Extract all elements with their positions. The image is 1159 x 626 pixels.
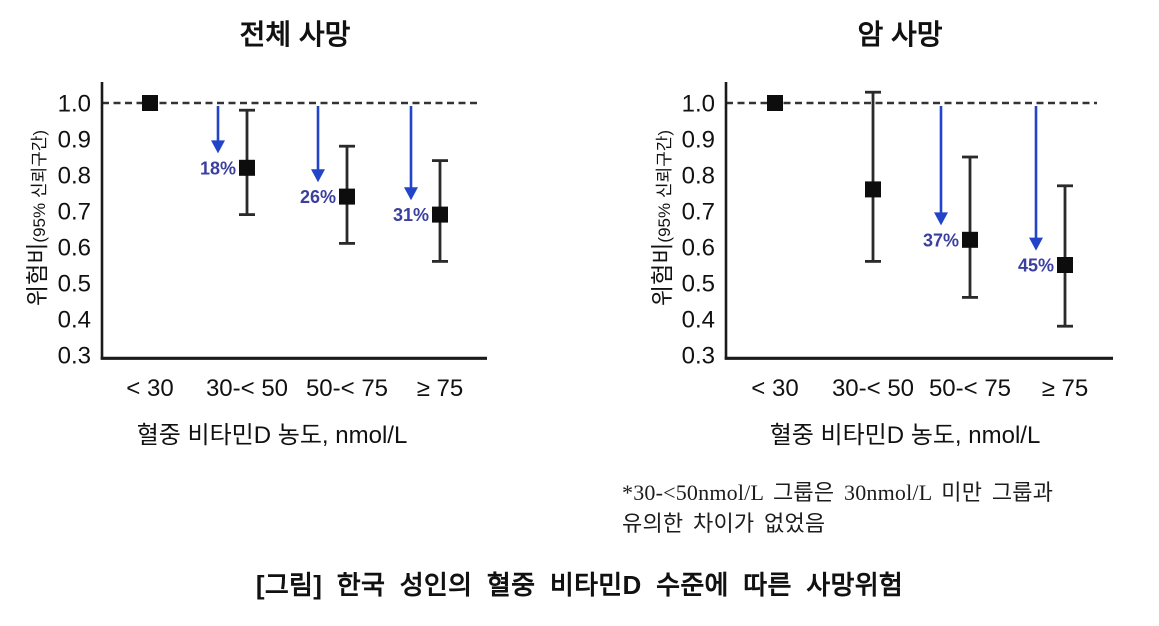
x-tick-label: 30-< 50: [832, 375, 914, 402]
x-tick-label: ≥ 75: [1042, 375, 1089, 402]
down-arrow-icon: [211, 140, 225, 154]
x-axis-label: 혈중 비타민D 농도, nmol/L: [770, 422, 1041, 449]
y-tick-label: 0.8: [682, 163, 715, 190]
y-tick-label: 0.5: [682, 271, 715, 298]
y-tick-label: 0.6: [58, 235, 91, 262]
reduction-percent-label: 26%: [300, 187, 336, 207]
y-tick-label: 0.5: [58, 271, 91, 298]
data-point-marker: [1057, 257, 1073, 273]
y-tick-label: 0.9: [682, 127, 715, 154]
chart-all-cause-mortality: 전체 사망 1.0 0.9 0.8 0.7 0.6 0.5 0.4 0.3 위험비(95% 신뢰구…: [24, 19, 487, 449]
data-point-marker: [142, 95, 158, 111]
charts-area: 전체 사망 1.0 0.9 0.8 0.7 0.6 0.5 0.4 0.3 위험비(95% 신뢰구…: [24, 19, 1113, 449]
chart-title: 암 사망: [857, 19, 942, 50]
data-point-marker: [865, 181, 881, 198]
y-tick-label: 0.6: [682, 235, 715, 262]
footnote-line-1: *30-<50nmol/L 그룹은 30nmol/L 미만 그룹과: [622, 480, 1054, 505]
y-tick-label: 1.0: [58, 91, 91, 118]
y-tick-label: 0.4: [58, 307, 91, 334]
footnote-line-2: 유의한 차이가 없었음: [622, 511, 826, 536]
chart-title: 전체 사망: [240, 19, 351, 50]
down-arrow-icon: [934, 212, 948, 226]
y-tick-label: 0.3: [58, 343, 91, 370]
down-arrow-icon: [311, 169, 325, 183]
reduction-percent-label: 37%: [923, 230, 959, 250]
x-tick-label: 50-< 75: [929, 375, 1011, 402]
y-axis-label: 위험비(95% 신뢰구간): [649, 130, 675, 306]
down-arrow-icon: [1029, 237, 1043, 251]
y-tick-label: 0.4: [682, 307, 715, 334]
reduction-percent-label: 45%: [1018, 256, 1054, 276]
x-tick-label: < 30: [751, 375, 798, 402]
y-tick-label: 1.0: [682, 91, 715, 118]
footnote: *30-<50nmol/L 그룹은 30nmol/L 미만 그룹과 유의한 차이…: [622, 477, 1142, 539]
y-tick-label: 0.7: [58, 199, 91, 226]
x-tick-label: 30-< 50: [206, 375, 288, 402]
data-point-marker: [767, 95, 783, 111]
data-point-marker: [239, 159, 255, 176]
chart-cancer-mortality: 암 사망 1.0 0.9 0.8 0.7 0.6 0.5 0.4 0.3 위험비(95% 신뢰구간…: [649, 19, 1113, 449]
y-tick-label: 0.9: [58, 127, 91, 154]
reduction-percent-label: 18%: [200, 158, 236, 178]
data-point-marker: [432, 206, 448, 223]
x-tick-label: 50-< 75: [306, 375, 388, 402]
y-axis-label: 위험비(95% 신뢰구간): [24, 130, 50, 306]
y-tick-label: 0.7: [682, 199, 715, 226]
figure-caption: [그림] 한국 성인의 혈중 비타민D 수준에 따른 사망위험: [255, 570, 904, 600]
data-point-marker: [339, 188, 355, 205]
data-point-marker: [962, 231, 978, 248]
x-axis-label: 혈중 비타민D 농도, nmol/L: [137, 422, 408, 449]
y-tick-label: 0.8: [58, 163, 91, 190]
down-arrow-icon: [404, 187, 418, 201]
x-tick-label: < 30: [126, 375, 173, 402]
reduction-percent-label: 31%: [393, 205, 429, 225]
y-tick-label: 0.3: [682, 343, 715, 370]
x-tick-label: ≥ 75: [417, 375, 464, 402]
